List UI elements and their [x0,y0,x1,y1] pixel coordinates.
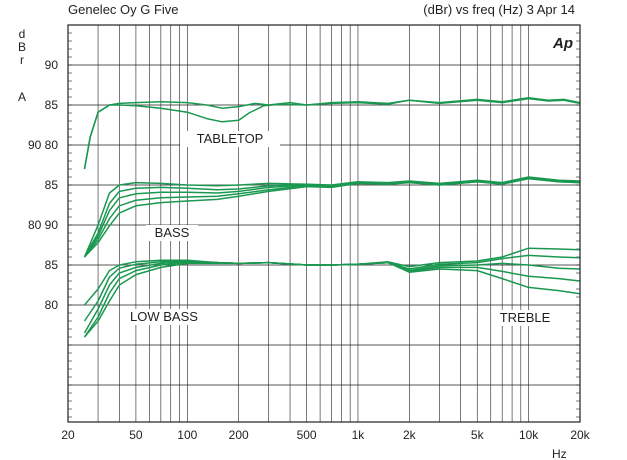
x-tick-label: 20k [570,428,590,442]
y-axis-label-letter: d [19,27,26,41]
y-axis-label: dBr A [18,27,26,104]
y-tick-label: 80 90 [28,218,58,232]
annotation-bg [492,310,558,326]
tick-labels: 90 85 90 80 85 80 90 85 80 20 50 100 200 500 1k 2k 5k 1… [28,58,591,442]
x-tick-label: 1k [352,428,366,442]
y-tick-label: 90 [45,58,59,72]
series-line [83,176,581,258]
y-tick-label: 90 80 [28,138,58,152]
plot-frame [67,24,581,423]
x-tick-label: 5k [471,428,485,442]
y-axis-label-letter: B [18,40,26,54]
chart-title: Genelec Oy G Five [68,2,179,17]
chart-subtitle: (dBr) vs freq (Hz) 3 Apr 14 [423,2,575,17]
annotation-label: TREBLE [500,310,551,325]
series-line [83,177,581,258]
x-tick-label: 100 [177,428,197,442]
y-tick-label: 85 [45,178,59,192]
annotation-bg [180,131,280,147]
y-axis-label-letter: r [20,53,24,67]
y-tick-label: 80 [45,298,59,312]
x-tick-label: 20 [61,428,75,442]
y-tick-label: 85 [45,98,59,112]
annotation-bg [120,309,208,325]
y-axis-label-letter: A [18,90,26,104]
x-axis-label: Hz [552,447,567,460]
x-tick-label: 200 [229,428,249,442]
annotation-bg [146,225,198,241]
series-line [83,177,581,258]
series-line [83,177,581,258]
y-tick-label: 85 [45,258,59,272]
annotations: TABLETOP BASS LOW BASS TREBLE [120,131,558,326]
ap-logo: Ap [552,35,573,52]
x-tick-label: 10k [519,428,539,442]
annotation-label: LOW BASS [130,309,198,324]
x-tick-label: 50 [129,428,143,442]
annotation-label: TABLETOP [197,131,264,146]
x-tick-label: 500 [297,428,317,442]
traces [83,97,581,338]
series-line [83,261,581,338]
grid [67,24,581,422]
series-line [83,177,581,258]
series-line [83,97,581,170]
x-tick-label: 2k [403,428,417,442]
series-line [83,247,581,306]
annotation-label: BASS [155,225,190,240]
